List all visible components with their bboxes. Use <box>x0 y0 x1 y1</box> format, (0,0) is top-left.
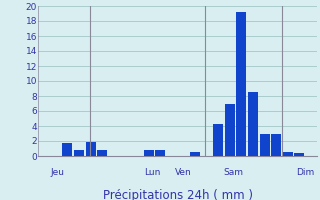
Bar <box>213 124 223 156</box>
Bar <box>74 150 84 156</box>
Bar <box>283 152 293 156</box>
Bar <box>260 134 269 156</box>
Text: Précipitations 24h ( mm ): Précipitations 24h ( mm ) <box>103 189 252 200</box>
Text: Sam: Sam <box>223 168 243 177</box>
Bar <box>294 153 304 156</box>
Bar <box>155 150 165 156</box>
Bar <box>190 152 200 156</box>
Bar <box>248 92 258 156</box>
Text: Lun: Lun <box>144 168 161 177</box>
Bar <box>236 12 246 156</box>
Bar <box>144 150 154 156</box>
Text: Dim: Dim <box>297 168 315 177</box>
Bar <box>225 104 235 156</box>
Text: Ven: Ven <box>175 168 192 177</box>
Text: Jeu: Jeu <box>51 168 65 177</box>
Bar <box>97 150 107 156</box>
Bar <box>271 134 281 156</box>
Bar <box>86 142 96 156</box>
Bar <box>62 142 72 156</box>
